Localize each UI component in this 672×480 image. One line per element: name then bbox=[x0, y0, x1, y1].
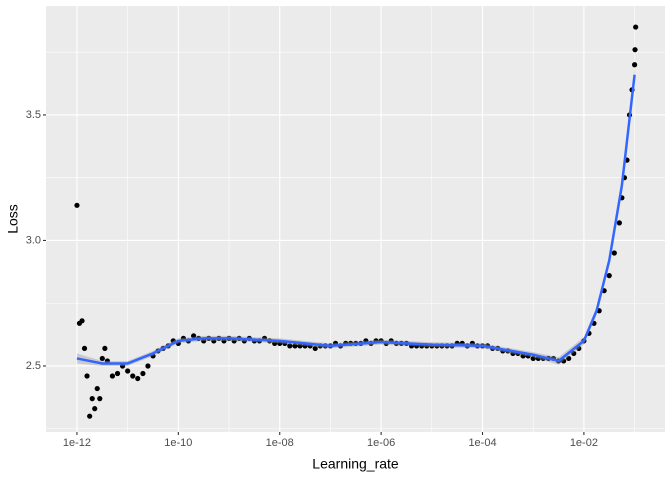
point bbox=[530, 355, 536, 362]
point bbox=[74, 202, 80, 208]
x-tick-label: 1e-10 bbox=[164, 437, 192, 449]
point bbox=[611, 250, 617, 256]
point bbox=[631, 62, 638, 68]
smooth-line bbox=[76, 74, 636, 365]
x-tick-label: 1e-12 bbox=[63, 437, 91, 449]
point bbox=[632, 47, 638, 53]
panel bbox=[46, 6, 665, 432]
point bbox=[92, 406, 98, 412]
x-tick-label: 1e-04 bbox=[468, 437, 496, 449]
point bbox=[140, 370, 146, 377]
point bbox=[81, 345, 88, 352]
point bbox=[287, 343, 293, 349]
point bbox=[125, 368, 131, 374]
point bbox=[312, 345, 318, 352]
y-tick-label: 2.5 bbox=[26, 360, 41, 372]
x-tick-label: 1e-08 bbox=[266, 437, 294, 449]
point bbox=[135, 375, 141, 382]
x-tick-label: 1e-06 bbox=[367, 437, 395, 449]
point bbox=[87, 413, 93, 419]
point bbox=[94, 385, 100, 392]
point bbox=[616, 220, 622, 226]
point bbox=[520, 353, 526, 359]
point bbox=[561, 358, 567, 364]
point bbox=[566, 355, 572, 362]
point bbox=[102, 345, 108, 352]
point bbox=[97, 396, 103, 402]
point bbox=[145, 363, 151, 369]
point bbox=[272, 340, 278, 346]
point bbox=[292, 343, 298, 349]
x-axis-title: Learning_rate bbox=[312, 456, 399, 472]
y-tick-label: 3.0 bbox=[26, 234, 41, 246]
y-axis-title: Loss bbox=[5, 204, 21, 234]
point bbox=[99, 355, 105, 362]
point bbox=[114, 370, 121, 377]
point bbox=[109, 373, 116, 379]
point bbox=[191, 333, 197, 339]
point bbox=[84, 373, 90, 379]
point bbox=[297, 343, 303, 349]
y-tick-label: 3.5 bbox=[26, 109, 41, 121]
point bbox=[606, 273, 612, 279]
point bbox=[79, 318, 85, 324]
x-tick-label: 1e-02 bbox=[570, 437, 598, 449]
point bbox=[633, 24, 639, 30]
point bbox=[89, 396, 95, 402]
point bbox=[130, 373, 136, 379]
point bbox=[571, 350, 577, 357]
